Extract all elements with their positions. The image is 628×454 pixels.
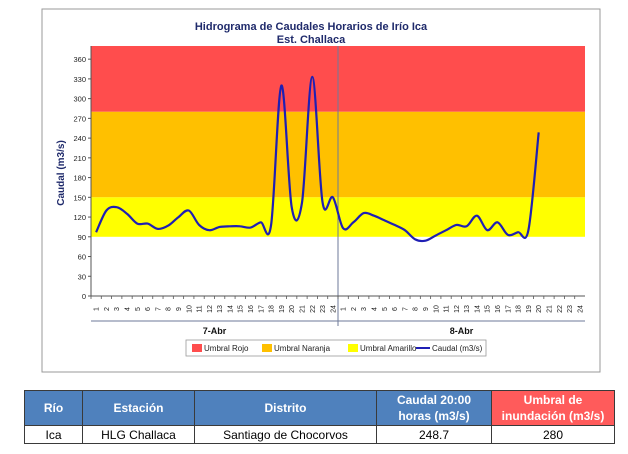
- table-row: Ica HLG Challaca Santiago de Chocorvos 2…: [24, 425, 615, 444]
- day-label: 7-Abr: [203, 326, 227, 336]
- x-tick-label: 22: [557, 305, 564, 313]
- header-rio: Río: [24, 390, 83, 426]
- legend: Umbral Rojo Umbral Naranja Umbral Amarillo…: [185, 339, 487, 357]
- x-tick-label: 8: [166, 307, 173, 311]
- x-tick-label: 18: [516, 305, 523, 313]
- y-tick-label: 0: [82, 292, 86, 301]
- x-tick-label: 3: [361, 307, 368, 311]
- x-tick-label: 5: [135, 307, 142, 311]
- table-header-row: Río Estación Distrito Caudal 20:00 horas…: [24, 390, 615, 426]
- x-tick-label: 15: [238, 305, 245, 313]
- x-tick-label: 4: [372, 307, 379, 311]
- legend-box: [185, 339, 487, 357]
- x-tick-label: 5: [382, 307, 389, 311]
- x-tick-label: 14: [474, 305, 481, 313]
- x-tick-label: 16: [248, 305, 255, 313]
- x-tick-label: 21: [299, 305, 306, 313]
- legend-label: Caudal (m3/s): [432, 344, 483, 353]
- x-tick-label: 9: [423, 307, 430, 311]
- x-tick-label: 16: [495, 305, 502, 313]
- x-tick-label: 11: [444, 305, 451, 312]
- x-tick-label: 14: [227, 305, 234, 313]
- x-tick-label: 20: [536, 305, 543, 313]
- legend-label: Umbral Rojo: [204, 344, 249, 353]
- cell-caudal: 248.7: [376, 425, 492, 444]
- y-tick-label: 240: [73, 134, 86, 143]
- x-tick-label: 1: [94, 307, 101, 311]
- x-tick-label: 10: [433, 305, 440, 313]
- x-tick-label: 2: [351, 307, 358, 311]
- x-tick-label: 22: [310, 305, 317, 313]
- x-tick-label: 10: [186, 305, 193, 313]
- x-tick-label: 6: [392, 307, 399, 311]
- x-tick-label: 24: [577, 305, 584, 313]
- x-tick-label: 7: [155, 307, 162, 311]
- x-tick-label: 13: [217, 305, 224, 313]
- x-tick-label: 9: [176, 307, 183, 311]
- legend-swatch: [192, 344, 202, 352]
- x-tick-label: 8: [413, 307, 420, 311]
- x-tick-label: 2: [104, 307, 111, 311]
- x-tick-label: 6: [145, 307, 152, 311]
- y-tick-label: 210: [73, 154, 86, 163]
- y-tick-label: 330: [73, 75, 86, 84]
- chart-subtitle: Est. Challaca: [277, 34, 346, 46]
- legend-label: Umbral Amarillo: [360, 344, 417, 353]
- x-tick-label: 13: [464, 305, 471, 313]
- header-distrito: Distrito: [194, 390, 377, 426]
- x-tick-label: 19: [526, 305, 533, 313]
- x-tick-label: 18: [269, 305, 276, 313]
- x-tick-label: 17: [505, 305, 512, 313]
- y-tick-label: 30: [78, 272, 86, 281]
- y-tick-label: 90: [78, 233, 86, 242]
- x-tick-label: 4: [125, 307, 132, 311]
- x-tick-label: 21: [546, 305, 553, 313]
- y-tick-label: 300: [73, 95, 86, 104]
- station-table: Río Estación Distrito Caudal 20:00 horas…: [24, 390, 615, 444]
- header-umbral: Umbral de inundación (m3/s): [491, 390, 615, 426]
- x-tick-label: 12: [454, 305, 461, 313]
- y-tick-label: 120: [73, 213, 86, 222]
- x-tick-label: 1: [341, 307, 348, 311]
- x-tick-label: 23: [567, 305, 574, 313]
- hydrograph-svg: Hidrograma de Caudales Horarios de Irío …: [41, 8, 601, 373]
- y-tick-label: 150: [73, 193, 86, 202]
- x-tick-label: 19: [279, 305, 286, 313]
- legend-label: Umbral Naranja: [274, 344, 331, 353]
- x-tick-label: 3: [114, 307, 121, 311]
- x-tick-label: 12: [207, 305, 214, 313]
- x-tick-label: 15: [485, 305, 492, 313]
- cell-rio: Ica: [24, 425, 83, 444]
- header-caudal: Caudal 20:00 horas (m3/s): [376, 390, 492, 426]
- cell-estacion: HLG Challaca: [82, 425, 195, 444]
- series-line-caudal: [95, 75, 540, 243]
- y-tick-label: 270: [73, 114, 86, 123]
- x-tick-label: 11: [197, 305, 204, 312]
- series-layer: [95, 75, 540, 243]
- header-estacion: Estación: [82, 390, 195, 426]
- x-tick-label: 23: [320, 305, 327, 313]
- x-tick-label: 20: [289, 305, 296, 313]
- legend-swatch: [348, 344, 358, 352]
- cell-umbral: 280: [491, 425, 615, 444]
- hydrograph-chart: Hidrograma de Caudales Horarios de Irío …: [41, 8, 601, 373]
- x-tick-label: 24: [330, 305, 337, 313]
- y-tick-label: 180: [73, 174, 86, 183]
- x-tick-label: 17: [258, 305, 265, 313]
- y-axis-label: Caudal (m3/s): [56, 140, 67, 206]
- y-tick-label: 60: [78, 253, 86, 262]
- x-tick-label: 7: [402, 307, 409, 311]
- day-label: 8-Abr: [450, 326, 474, 336]
- cell-distrito: Santiago de Chocorvos: [194, 425, 377, 444]
- legend-swatch: [262, 344, 272, 352]
- chart-title: Hidrograma de Caudales Horarios de Irío …: [195, 21, 428, 33]
- y-tick-label: 360: [73, 55, 86, 64]
